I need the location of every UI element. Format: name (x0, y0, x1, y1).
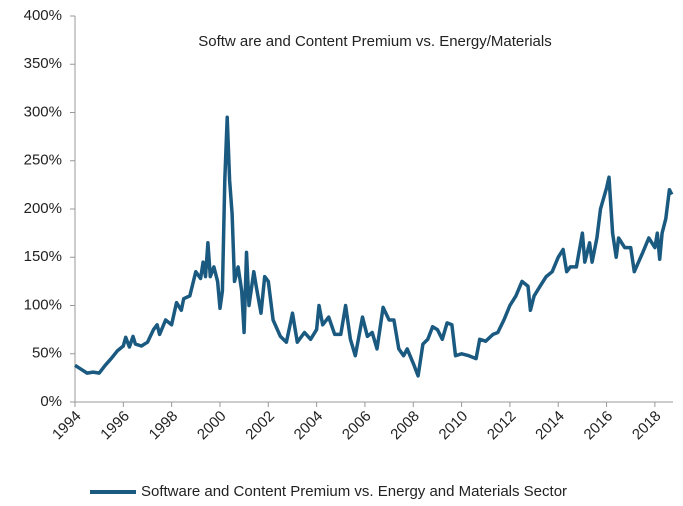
x-tick-label: 2014 (532, 408, 568, 444)
y-tick-label: 300% (24, 103, 62, 120)
y-tick-label: 200% (24, 200, 62, 217)
x-tick-label: 1996 (97, 408, 133, 444)
y-tick-label: 250% (24, 152, 62, 169)
y-tick-label: 350% (24, 55, 62, 72)
x-tick-label: 2010 (436, 408, 472, 444)
x-tick-label: 2008 (387, 408, 423, 444)
x-tick-label: 2016 (581, 408, 617, 444)
x-tick-label: 1994 (49, 408, 85, 444)
x-tick-label: 2012 (484, 408, 520, 444)
x-tick-label: 1998 (146, 408, 182, 444)
x-tick-label: 2018 (629, 408, 665, 444)
x-tick-label: 2002 (242, 408, 278, 444)
y-tick-label: 50% (32, 345, 62, 362)
y-tick-label: 400% (24, 7, 62, 24)
series-line (74, 115, 674, 378)
y-tick-label: 100% (24, 296, 62, 313)
x-tick-label: 2004 (291, 408, 327, 444)
x-tick-label: 2000 (194, 408, 230, 444)
chart-title: Softw are and Content Premium vs. Energy… (198, 33, 551, 50)
y-tick-label: 0% (40, 393, 62, 410)
legend-label: Software and Content Premium vs. Energy … (141, 483, 567, 500)
y-tick-label: 150% (24, 248, 62, 265)
x-tick-label: 2006 (339, 408, 375, 444)
